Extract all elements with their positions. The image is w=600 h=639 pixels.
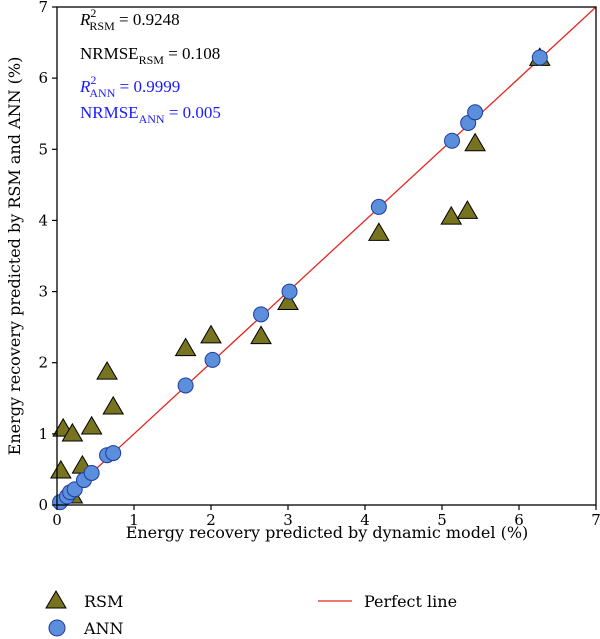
rsm-markers bbox=[49, 47, 551, 504]
annotation-value: = 0.108 bbox=[164, 44, 220, 63]
y-tick-label: 0 bbox=[38, 496, 48, 514]
annotation-subscript: ANN bbox=[139, 112, 165, 126]
legend-ann-label: ANN bbox=[83, 619, 124, 638]
y-axis-ticks: 0 1 2 3 4 5 6 7 bbox=[38, 0, 57, 514]
perfect-line bbox=[57, 7, 596, 505]
rsm-point bbox=[250, 325, 272, 345]
rsm-point bbox=[102, 395, 125, 415]
annotation-ann-r2: R2 ANN = 0.9999 bbox=[79, 73, 180, 100]
ann-point bbox=[370, 198, 387, 215]
annotation-subscript: ANN bbox=[89, 86, 115, 100]
stats-annotations: R2 RSM = 0.9248 NRMSERSM = 0.108 R2 ANN = … bbox=[79, 6, 221, 126]
x-tick-label: 6 bbox=[514, 511, 524, 529]
annotation-superscript: 2 bbox=[90, 6, 96, 20]
ann-point bbox=[253, 306, 270, 323]
plot-area bbox=[49, 6, 597, 511]
x-tick-label: 5 bbox=[437, 511, 447, 529]
y-tick-label: 6 bbox=[38, 69, 48, 87]
annotation-symbol: NRMSE bbox=[80, 44, 139, 63]
legend-rsm-label: RSM bbox=[84, 592, 123, 611]
annotation-subscript: RSM bbox=[89, 19, 115, 33]
x-tick-label: 7 bbox=[591, 511, 600, 529]
ann-point bbox=[467, 104, 484, 121]
y-tick-label: 4 bbox=[38, 211, 48, 229]
x-axis-ticks: 0 1 2 3 4 5 6 7 bbox=[52, 505, 600, 529]
rsm-point bbox=[96, 360, 118, 380]
perfect-line-group bbox=[57, 7, 596, 505]
x-axis-title: Energy recovery predicted by dynamic mod… bbox=[126, 523, 529, 542]
rsm-point bbox=[464, 132, 486, 152]
rsm-point bbox=[277, 291, 299, 310]
plot-frame bbox=[56, 6, 597, 506]
rsm-point bbox=[440, 205, 463, 225]
annotation-value: = 0.005 bbox=[165, 103, 221, 122]
annotation-symbol: NRMSE bbox=[80, 103, 139, 122]
ann-point bbox=[204, 351, 221, 368]
y-tick-label: 7 bbox=[38, 0, 48, 16]
rsm-point bbox=[456, 200, 479, 219]
rsm-point bbox=[174, 337, 197, 357]
legend-ann-marker bbox=[48, 619, 66, 637]
rsm-point bbox=[49, 459, 72, 479]
annotation-symbol: R bbox=[79, 10, 91, 29]
x-tick-label: 0 bbox=[52, 511, 62, 529]
rsm-point bbox=[80, 415, 103, 435]
annotation-symbol: R bbox=[79, 77, 91, 96]
rsm-point bbox=[367, 222, 390, 241]
x-tick-label: 2 bbox=[206, 511, 216, 529]
annotation-superscript: 2 bbox=[90, 73, 96, 87]
ann-point bbox=[531, 49, 548, 66]
x-tick-label: 1 bbox=[129, 511, 139, 529]
ann-point bbox=[444, 132, 461, 149]
y-axis-title: Energy recovery predicted by RSM and ANN… bbox=[5, 57, 24, 456]
ann-markers bbox=[52, 49, 548, 511]
legend-rsm-marker bbox=[45, 590, 67, 609]
ann-point bbox=[83, 464, 100, 481]
rsm-point bbox=[61, 422, 84, 442]
y-tick-label: 1 bbox=[38, 425, 48, 443]
x-tick-label: 3 bbox=[283, 511, 293, 529]
annotation-rsm-r2: R2 RSM = 0.9248 bbox=[79, 6, 180, 33]
annotation-value: = 0.9999 bbox=[115, 77, 180, 96]
y-tick-label: 2 bbox=[38, 354, 48, 372]
y-tick-label: 5 bbox=[38, 140, 48, 158]
y-tick-label: 3 bbox=[38, 283, 48, 301]
annotation-rsm-nrmse: NRMSERSM = 0.108 bbox=[80, 44, 220, 67]
annotation-value: = 0.9248 bbox=[115, 10, 180, 29]
annotation-subscript: RSM bbox=[139, 53, 165, 67]
ann-point bbox=[105, 445, 122, 462]
x-tick-label: 4 bbox=[360, 511, 370, 529]
annotation-ann-nrmse: NRMSEANN = 0.005 bbox=[80, 103, 221, 126]
ann-point bbox=[281, 283, 298, 300]
ann-point bbox=[177, 377, 194, 394]
legend: RSM ANN Perfect line bbox=[45, 590, 457, 638]
rsm-point bbox=[200, 324, 222, 344]
legend-perfect-line-label: Perfect line bbox=[364, 592, 457, 611]
